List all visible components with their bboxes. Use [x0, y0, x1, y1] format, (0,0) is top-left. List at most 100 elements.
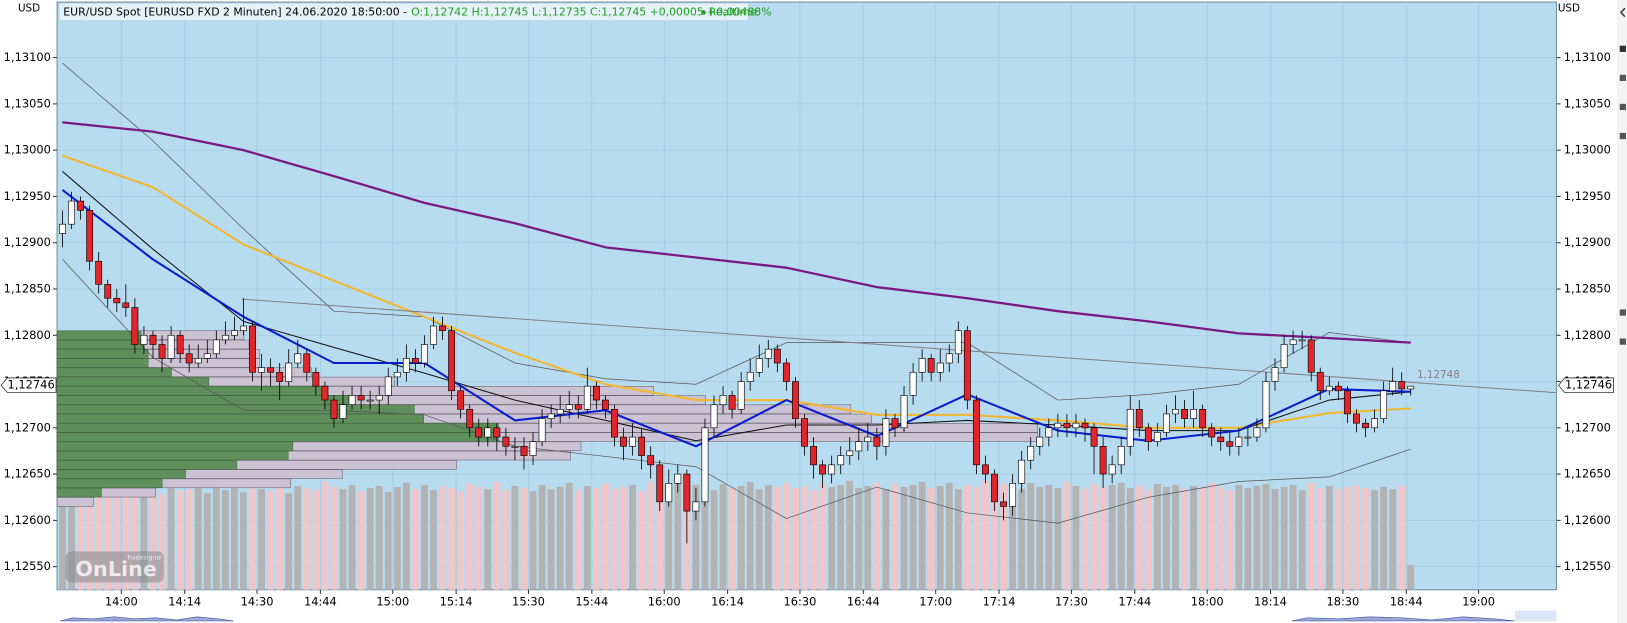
- volume-bar: [656, 485, 664, 590]
- candle-body: [792, 381, 799, 419]
- candle-body: [737, 381, 745, 410]
- volume-bar: [1009, 485, 1017, 590]
- candle-body: [330, 399, 338, 419]
- candle-body: [1262, 381, 1270, 429]
- candle-body: [59, 223, 66, 234]
- candle-body: [1009, 483, 1017, 507]
- volume-bar: [122, 492, 130, 590]
- candle-body: [755, 358, 763, 373]
- candle-body: [574, 404, 582, 410]
- candle-body: [647, 455, 655, 466]
- volume-bar: [945, 482, 953, 590]
- candle-body: [393, 371, 401, 378]
- volume-bar: [574, 490, 582, 590]
- toolbar-icon[interactable]: [1619, 132, 1626, 140]
- volume-bar: [972, 486, 980, 590]
- candle-body: [611, 408, 618, 438]
- candle-body: [357, 395, 365, 401]
- candle-body: [176, 334, 184, 355]
- logo: OnLine Tradesignal: [65, 551, 164, 583]
- volume-bar: [792, 488, 799, 590]
- candle-body: [601, 399, 609, 410]
- volume-bar: [1235, 484, 1243, 590]
- candle-body: [68, 200, 75, 225]
- profile-bar: [56, 497, 94, 507]
- volume-bar: [1371, 490, 1378, 590]
- candle-body: [1000, 501, 1007, 507]
- volume-bar: [611, 489, 618, 590]
- indicator-line: [61, 189, 1411, 448]
- volume-bar: [1253, 485, 1261, 590]
- x-tick-label: 15:00: [376, 595, 409, 609]
- candle-body: [140, 334, 148, 345]
- volume-bar: [547, 489, 555, 590]
- volume-bar: [1398, 485, 1406, 590]
- toolbar-icon[interactable]: [1620, 7, 1626, 18]
- candle-body: [565, 404, 573, 410]
- candle-body: [1289, 339, 1297, 345]
- candle-body: [221, 334, 229, 341]
- y-tick-label: 1,12700: [4, 420, 51, 434]
- volume-bar: [710, 490, 718, 590]
- volume-bar: [719, 483, 727, 590]
- candle-body: [1172, 408, 1179, 415]
- candle-body: [113, 297, 121, 304]
- candle-body: [258, 367, 265, 373]
- candle-body: [86, 210, 94, 262]
- toolbar: [1616, 0, 1627, 623]
- candle-body: [149, 334, 157, 345]
- value-area-bar: [56, 478, 163, 489]
- volume-bar: [1199, 488, 1207, 590]
- candle-body: [1398, 381, 1406, 390]
- volume-bar: [764, 484, 772, 590]
- volume-bar: [131, 485, 139, 590]
- x-tick-label: 18:30: [1326, 595, 1359, 609]
- value-area-bar: [56, 460, 238, 470]
- candle-body: [656, 464, 664, 503]
- value-area-bar: [56, 330, 142, 340]
- volume-bar: [1307, 482, 1315, 590]
- toolbar-icon[interactable]: [1619, 74, 1626, 81]
- toolbar-icon[interactable]: [1619, 309, 1626, 316]
- volume-bar: [873, 482, 881, 590]
- volume-bar: [185, 489, 193, 590]
- navigator-handle[interactable]: [1514, 610, 1557, 621]
- volume-bar: [1090, 483, 1098, 590]
- candle-body: [538, 418, 546, 443]
- volume-bar: [1325, 485, 1333, 590]
- candle-body: [1271, 367, 1279, 382]
- volume-bar: [1407, 564, 1415, 590]
- candle-body: [321, 385, 329, 401]
- candle-body: [837, 455, 845, 466]
- toolbar-icon[interactable]: [1619, 338, 1626, 345]
- toolbar-icon[interactable]: [1619, 45, 1626, 52]
- candle-body: [620, 436, 627, 447]
- candle-body: [1054, 422, 1062, 429]
- candle-body: [583, 385, 591, 410]
- candle-body: [212, 339, 220, 355]
- volume-bar: [167, 484, 175, 590]
- logo-badge: [65, 551, 164, 583]
- candle-body: [249, 325, 256, 373]
- candle-body: [529, 441, 537, 456]
- volume-bar: [1280, 486, 1288, 590]
- toolbar-icon[interactable]: [1619, 103, 1626, 111]
- candle-body: [348, 395, 356, 405]
- candle-body: [873, 436, 881, 447]
- volume-bar: [1000, 483, 1007, 590]
- candle-body: [1217, 436, 1225, 443]
- candle-body: [1081, 422, 1089, 429]
- candle-body: [1235, 436, 1243, 447]
- volume-bar: [339, 489, 347, 590]
- volume-bar: [321, 481, 329, 590]
- candles: [59, 191, 1415, 544]
- value-area-bar: [56, 487, 102, 498]
- x-tick-label: 17:00: [919, 595, 952, 609]
- volume-bar: [701, 486, 709, 590]
- volume-bar: [421, 484, 428, 590]
- candle-body: [819, 464, 827, 475]
- value-area-bar: [56, 349, 149, 359]
- volume-bar: [982, 480, 989, 590]
- candle-body: [384, 376, 392, 396]
- y-tick-label: 1,12800: [1564, 328, 1611, 342]
